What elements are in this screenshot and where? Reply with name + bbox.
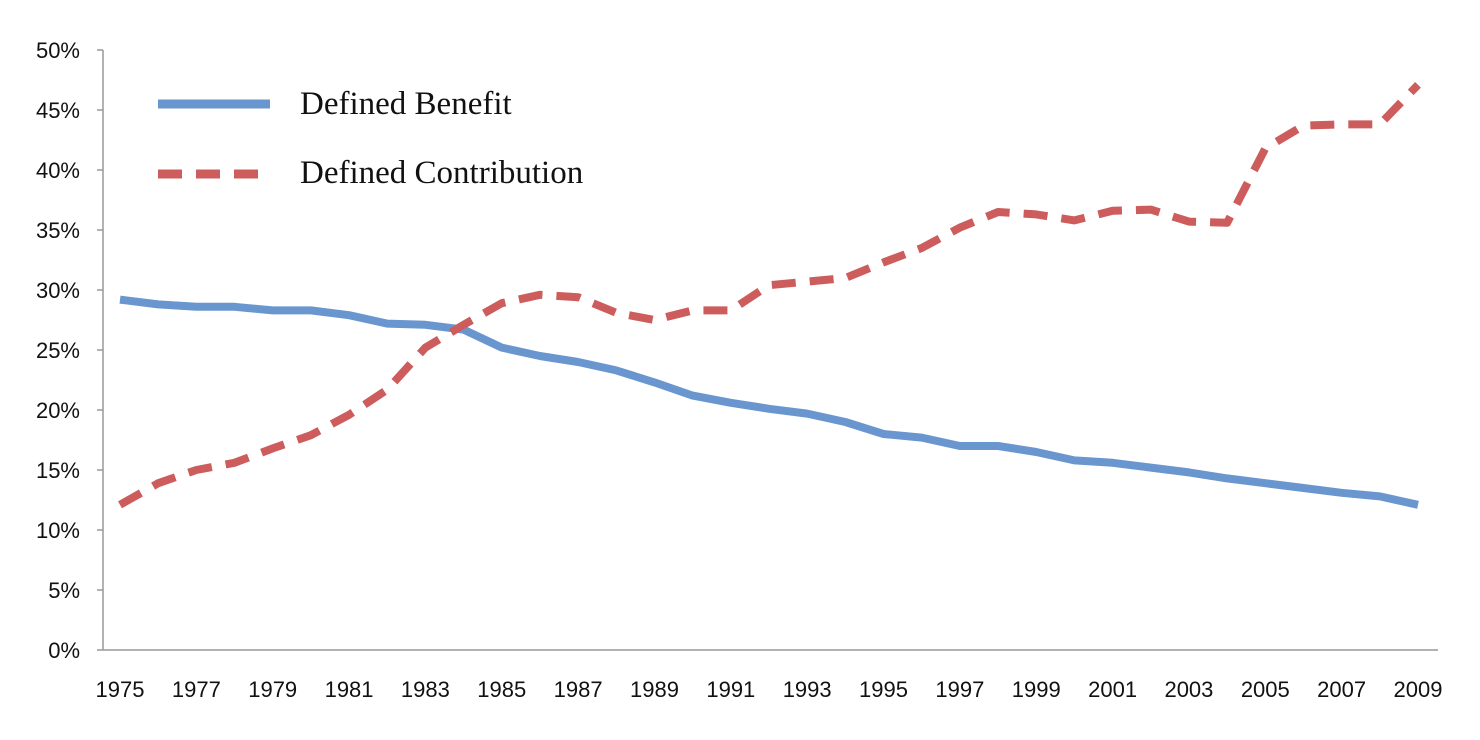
legend: Defined Benefit Defined Contribution (158, 86, 583, 191)
y-tick-label: 20% (36, 398, 80, 423)
series-lines (118, 82, 1421, 509)
x-tick-label: 1981 (325, 677, 374, 702)
x-tick-label: 1997 (935, 677, 984, 702)
y-axis-ticks: 0% 5% 10% 15% 20% 25% 30% 35% 40% 45% 50% (36, 38, 103, 663)
y-tick-label: 50% (36, 38, 80, 63)
series-line-defined-benefit (119, 295, 1419, 509)
y-tick-label: 40% (36, 158, 80, 183)
series-line-defined-contribution (118, 82, 1421, 509)
x-tick-label: 1985 (477, 677, 526, 702)
x-axis-ticks: 1975 1977 1979 1981 1983 1985 1987 1989 1991 1993… (96, 677, 1443, 702)
legend-label-defined-benefit: Defined Benefit (300, 86, 512, 122)
x-tick-label: 1999 (1012, 677, 1061, 702)
y-tick-label: 35% (36, 218, 80, 243)
legend-label-defined-contribution: Defined Contribution (300, 155, 583, 191)
x-tick-label: 2005 (1241, 677, 1290, 702)
x-tick-label: 2003 (1164, 677, 1213, 702)
y-tick-label: 45% (36, 98, 80, 123)
x-tick-label: 2009 (1394, 677, 1443, 702)
x-tick-label: 2007 (1317, 677, 1366, 702)
y-tick-label: 15% (36, 458, 80, 483)
x-tick-label: 1983 (401, 677, 450, 702)
x-tick-label: 1975 (96, 677, 145, 702)
y-tick-label: 10% (36, 518, 80, 543)
x-tick-label: 1987 (554, 677, 603, 702)
x-tick-label: 2001 (1088, 677, 1137, 702)
x-tick-label: 1993 (783, 677, 832, 702)
y-tick-label: 25% (36, 338, 80, 363)
x-tick-label: 1989 (630, 677, 679, 702)
y-tick-label: 0% (48, 638, 80, 663)
y-tick-label: 30% (36, 278, 80, 303)
y-tick-label: 5% (48, 578, 80, 603)
axes (102, 50, 1438, 651)
x-tick-label: 1991 (706, 677, 755, 702)
x-tick-label: 1977 (172, 677, 221, 702)
x-tick-label: 1979 (248, 677, 297, 702)
x-tick-label: 1995 (859, 677, 908, 702)
